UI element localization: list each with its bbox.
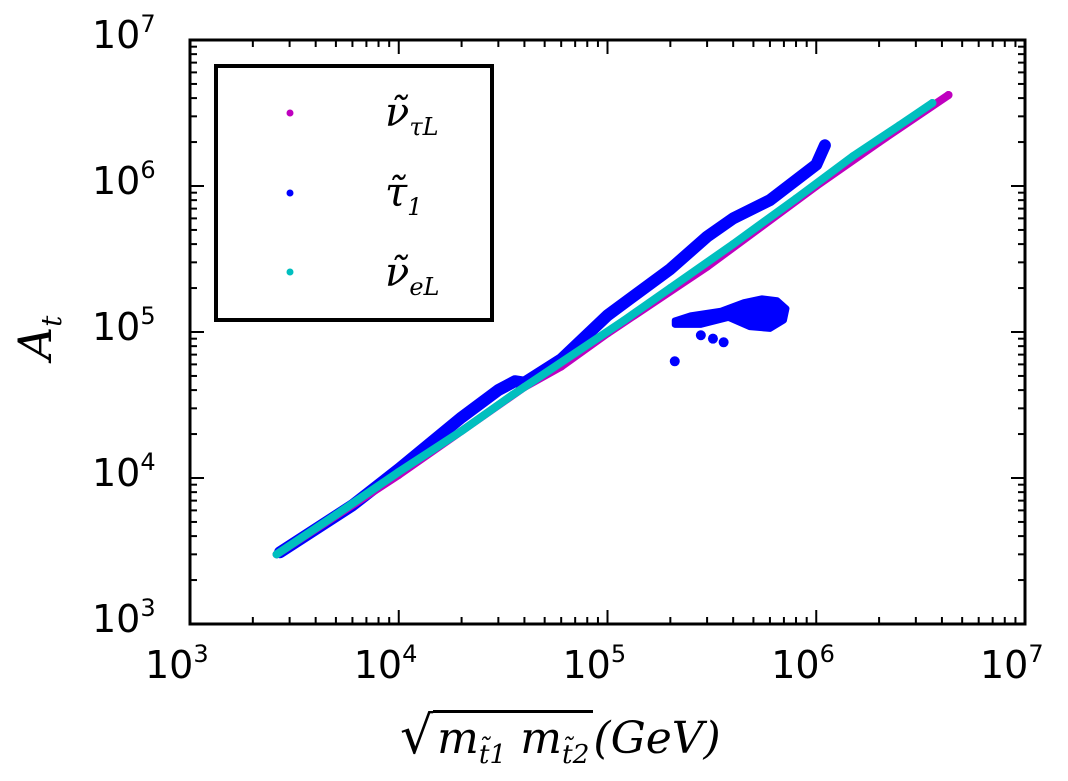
legend-marker <box>286 189 294 197</box>
data-point <box>666 265 675 274</box>
y-tick-label: 103 <box>92 594 156 641</box>
data-point <box>812 160 821 169</box>
y-tick-label: 104 <box>92 448 156 495</box>
legend-box <box>214 64 494 322</box>
data-point <box>792 194 801 203</box>
data-point <box>703 232 712 241</box>
y-tick-label: 107 <box>92 10 156 57</box>
data-point <box>718 337 729 348</box>
data-point <box>820 141 829 150</box>
data-point <box>394 467 403 476</box>
data-point <box>603 311 612 320</box>
data-point <box>729 240 738 249</box>
data-point <box>508 391 517 400</box>
x-tick-label: 106 <box>771 640 835 687</box>
legend-label-stau: τ̃1 <box>385 170 423 221</box>
y-tick-label: 106 <box>92 156 156 203</box>
data-point <box>620 316 629 325</box>
y-tick-label: 105 <box>92 302 156 349</box>
data-point <box>729 214 738 223</box>
data-point <box>849 152 858 161</box>
data-point <box>765 196 774 205</box>
data-point <box>510 377 519 386</box>
data-point <box>272 550 281 559</box>
data-point <box>331 510 340 519</box>
x-tick-label: 107 <box>980 640 1044 687</box>
data-point <box>707 333 718 344</box>
data-point <box>895 121 904 130</box>
data-point <box>944 91 953 100</box>
x-tick-label: 105 <box>562 640 627 687</box>
y-axis-label: At <box>8 315 69 360</box>
data-point <box>457 426 466 435</box>
data-point <box>669 356 680 367</box>
legend-marker <box>286 268 294 276</box>
x-axis-label: √mt̃1 mt̃2(GeV) <box>400 706 721 770</box>
data-point <box>494 386 503 395</box>
data-point <box>928 99 937 108</box>
data-point <box>695 330 706 341</box>
legend-label-sneutrino-tau: ν̃τL <box>385 90 439 141</box>
data-point <box>666 284 675 293</box>
legend-label-sneutrino-e: ν̃eL <box>385 250 440 301</box>
x-tick-label: 103 <box>145 640 209 687</box>
legend-marker <box>286 109 294 117</box>
series-band <box>272 99 937 559</box>
data-point <box>457 413 466 422</box>
data-region <box>671 295 790 332</box>
x-tick-label: 104 <box>353 640 418 687</box>
